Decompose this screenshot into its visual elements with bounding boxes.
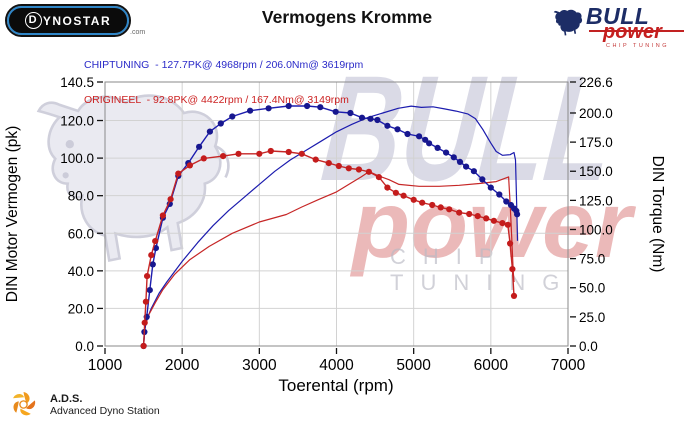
x-tick-label: 5000 [396,357,431,374]
ads-abbr: A.D.S. [50,392,83,405]
legend-origineel: ORIGINEEL - 92.8PK@ 4422rpm / 167.4Nm@ 3… [84,93,349,106]
series-origineel-torque [142,150,515,347]
y-right-tick-label: 0.0 [579,339,598,354]
y-right-tick-label: 226.6 [579,75,613,90]
x-axis-title: Toerental (rpm) [278,376,393,395]
x-tick-label: 4000 [319,357,354,374]
ads-swirl-icon [13,392,36,416]
x-tick-label: 7000 [551,357,586,374]
y-left-tick-label: 0.0 [75,339,94,354]
y-right-axis-title: DIN Torque (Nm) [649,156,666,273]
series-chiptuning-torque [142,105,518,347]
y-right-tick-label: 125.0 [579,193,613,208]
bullpower-red-rule [589,30,684,32]
ads-footer: A.D.S. Advanced Dyno Station [10,391,160,418]
y-left-tick-label: 80.0 [68,189,94,204]
y-left-tick-label: 40.0 [68,264,94,279]
y-right-tick-label: 200.0 [579,106,613,121]
dynostar-logo: D YNOSTAR .com [5,4,145,37]
bullpower-chip-tuning-text: CHIP TUNING [606,43,670,49]
bullpower-power-text: power [603,21,662,43]
y-right-tick-label: 75.0 [579,252,605,267]
series-origineel-power [143,171,515,347]
x-tick-label: 3000 [242,357,277,374]
y-right-tick-label: 25.0 [579,310,605,325]
dynostar-text: YNOSTAR [42,13,112,28]
y-right-tick-label: 50.0 [579,281,605,296]
y-left-tick-label: 140.5 [60,75,94,90]
y-left-tick-label: 100.0 [60,151,94,166]
page-title: Vermogens Kromme [261,7,433,27]
dynostar-wordmark: D YNOSTAR [5,4,131,37]
y-left-axis-title: DIN Motor Vermogen (pk) [4,126,21,303]
axes: 1000 2000 3000 4000 5000 6000 7000140.5120.010… [60,75,613,374]
y-right-tick-label: 100.0 [579,222,613,237]
legend-chiptuning: CHIPTUNING - 127.7PK@ 4968rpm / 206.0Nm@… [84,59,364,71]
y-right-tick-label: 175.0 [579,135,613,150]
series-chiptuning-torque-markers [140,102,521,350]
dynostar-d-icon: D [24,12,42,29]
run-legend: CHIPTUNING - 127.7PK@ 4968rpm / 206.0Nm@… [84,37,363,129]
bullpower-bull-text: BULL [586,3,650,29]
x-tick-label: 1000 [88,357,123,374]
bullpower-logo: BULL power CHIP TUNING [549,3,691,49]
bull-icon [553,9,583,36]
series-chiptuning-power [143,105,519,347]
x-tick-label: 6000 [474,357,509,374]
y-left-tick-label: 20.0 [68,301,94,316]
x-tick-label: 2000 [165,357,200,374]
y-left-tick-label: 60.0 [68,226,94,241]
ads-name: Advanced Dyno Station [50,404,160,417]
dynostar-com-suffix: .com [130,29,146,36]
series-origineel-torque-markers [140,147,518,350]
y-right-tick-label: 150.0 [579,164,613,179]
